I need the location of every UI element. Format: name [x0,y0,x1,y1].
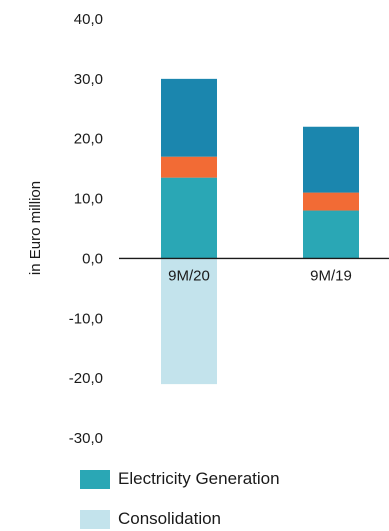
bar-segment-9m19-series-2 [303,127,359,193]
y-tick-label: -10,0 [69,310,103,327]
legend-item-electricity-generation: Electricity Generation [80,467,380,491]
y-tick-label: 0,0 [82,250,103,267]
y-tick-label: 10,0 [74,191,103,208]
bar-segment-9m20-series-0 [161,178,217,259]
bar-segment-9m20-series-1 [161,157,217,178]
y-tick-label: -20,0 [69,370,103,387]
legend-swatch-consolidation [80,510,110,529]
y-tick-label: 40,0 [74,11,103,28]
x-category-label: 9M/19 [310,267,352,284]
legend-label-consolidation: Consolidation [118,508,221,530]
bars-layer [161,79,359,384]
bar-segment-9m19-series-1 [303,193,359,211]
y-axis-ticks: 40,0 30,0 20,0 10,0 0,0 -10,0 -20,0 -30,0 [69,11,103,447]
legend-swatch-electricity-generation [80,470,110,489]
bar-segment-9m19-series-0 [303,211,359,259]
y-tick-label: 30,0 [74,71,103,88]
bar-segment-9m20-series-2 [161,79,217,157]
y-tick-label: -30,0 [69,430,103,447]
x-axis-categories: 9M/20 9M/19 [168,267,352,284]
y-tick-label: 20,0 [74,131,103,148]
y-axis-label: in Euro million [27,181,44,275]
legend-item-consolidation: Consolidation [80,507,380,531]
x-category-label: 9M/20 [168,267,210,284]
legend-label-electricity-generation: Electricity Generation [118,468,280,490]
